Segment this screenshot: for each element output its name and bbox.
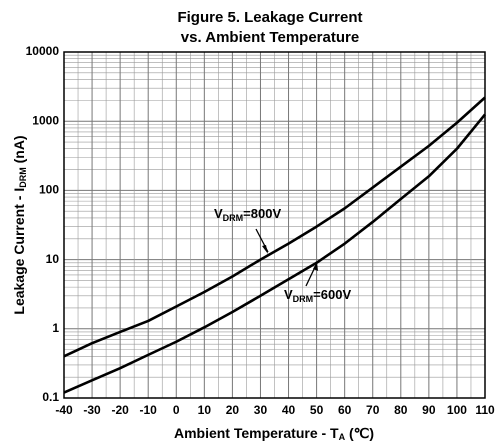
series-label: VDRM=600V — [284, 287, 351, 304]
curve — [63, 96, 486, 358]
y-tick-label: 10000 — [26, 44, 60, 58]
y-axis-label: Leakage Current - IDRM (nA) — [11, 135, 29, 314]
arrowhead — [313, 262, 318, 271]
x-tick-label: 110 — [475, 403, 495, 417]
x-tick-label: 50 — [310, 403, 324, 417]
x-tick-label: 100 — [447, 403, 467, 417]
series-label: VDRM=800V — [214, 206, 281, 223]
x-tick-label: 60 — [338, 403, 352, 417]
x-tick-label: 90 — [422, 403, 436, 417]
x-tick-label: 40 — [282, 403, 296, 417]
y-tick-label: 1000 — [32, 113, 59, 127]
x-tick-label: 30 — [254, 403, 268, 417]
arrowhead — [262, 245, 268, 254]
x-tick-label: 80 — [394, 403, 408, 417]
x-tick-label: -10 — [140, 403, 158, 417]
y-tick-label: 1 — [52, 321, 59, 335]
curves — [63, 96, 487, 394]
x-tick-label: -40 — [55, 403, 73, 417]
curve — [63, 113, 487, 394]
chart-title: Figure 5. Leakage Current — [177, 9, 362, 26]
grid — [63, 51, 486, 399]
y-tick-label: 100 — [39, 183, 59, 197]
x-tick-label: 70 — [366, 403, 380, 417]
chart-title: vs. Ambient Temperature — [181, 29, 359, 46]
x-tick-label: -30 — [83, 403, 101, 417]
x-tick-label: 0 — [173, 403, 180, 417]
x-axis-label: Ambient Temperature - TA (℃) — [174, 425, 374, 443]
x-tick-label: -20 — [111, 403, 129, 417]
plot-frame — [63, 51, 486, 399]
y-tick-label: 0.1 — [42, 390, 59, 404]
y-tick-label: 10 — [46, 252, 60, 266]
x-tick-label: 10 — [198, 403, 212, 417]
x-tick-label: 20 — [226, 403, 240, 417]
